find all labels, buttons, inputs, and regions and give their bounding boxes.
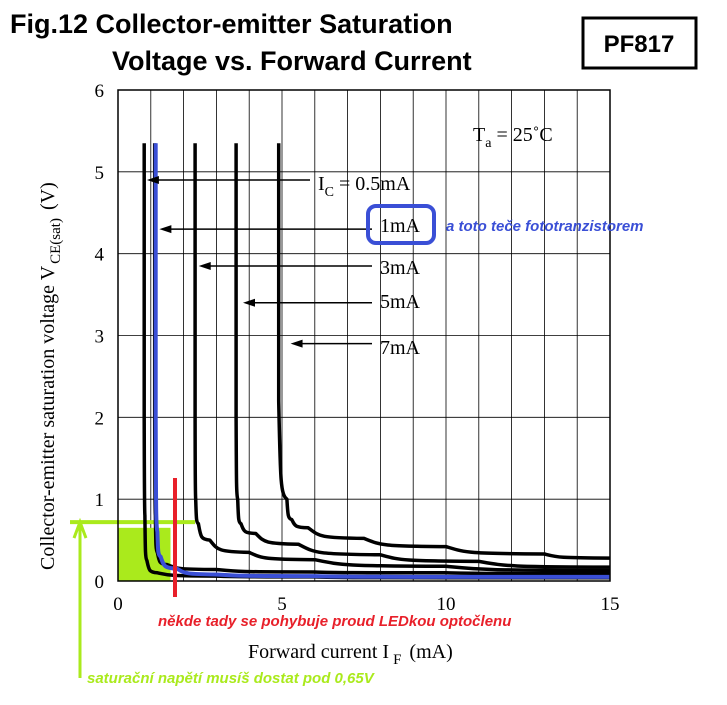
- one-ma-highlight-box: [366, 204, 436, 245]
- curve-leader-arrow: [146, 176, 159, 185]
- x-tick-label: 10: [437, 594, 456, 615]
- y-tick-label: 6: [95, 81, 105, 102]
- grid: [118, 90, 610, 581]
- x-tick-label: 15: [601, 594, 620, 615]
- title-line-2: Voltage vs. Forward Current: [112, 46, 472, 76]
- curve-leader-arrow: [198, 261, 211, 270]
- y-tick-label: 3: [95, 327, 105, 348]
- y-axis-label: Collector-emitter saturation voltage VCE…: [37, 182, 64, 570]
- curve-label: 7mA: [380, 337, 421, 359]
- curve-label: IC = 0.5mA: [318, 173, 411, 200]
- y-ticks: 0 1 2 3 4 5 6: [95, 81, 105, 593]
- badge-box: [581, 16, 698, 70]
- curve-label: 1mA: [380, 215, 421, 237]
- blue-note: a toto teče fototranzistorem: [446, 218, 644, 235]
- x-axis-label: Forward current I F (mA): [248, 641, 453, 668]
- series-line-4: [276, 143, 611, 560]
- x-tick-label: 0: [113, 594, 123, 615]
- series-line-0: [142, 143, 610, 580]
- y-tick-label: 0: [95, 572, 105, 593]
- x-ticks: 0 5 10 15: [113, 594, 619, 615]
- green-note: saturační napětí musíš dostat pod 0,65V: [87, 670, 376, 687]
- curve-leader-arrow: [290, 339, 303, 348]
- condition-label: Ta = 25˚C: [473, 124, 553, 151]
- curves: [142, 143, 611, 580]
- series-line-5: [153, 143, 610, 579]
- saturation-arrowhead: [72, 517, 88, 539]
- y-tick-label: 2: [95, 408, 105, 429]
- x-tick-label: 5: [277, 594, 287, 615]
- y-tick-label: 5: [95, 163, 105, 184]
- series-line-3: [234, 143, 611, 569]
- curve-leader-arrow: [243, 298, 255, 307]
- series-line-2: [193, 143, 611, 573]
- curve-label: 5mA: [380, 291, 421, 313]
- curve-leader-arrow: [159, 225, 172, 234]
- y-tick-label: 4: [95, 245, 105, 266]
- plot-frame: [117, 89, 611, 582]
- y-tick-label: 1: [95, 490, 105, 511]
- title-line-1: Fig.12 Collector-emitter Saturation: [10, 9, 453, 39]
- curve-label: 3mA: [380, 257, 421, 279]
- red-note: někde tady se pohybuje proud LEDkou opto…: [158, 613, 511, 630]
- badge: PF817: [604, 31, 675, 58]
- curve-labels: IC = 0.5mA 1mA 3mA 5mA 7mA: [146, 173, 421, 359]
